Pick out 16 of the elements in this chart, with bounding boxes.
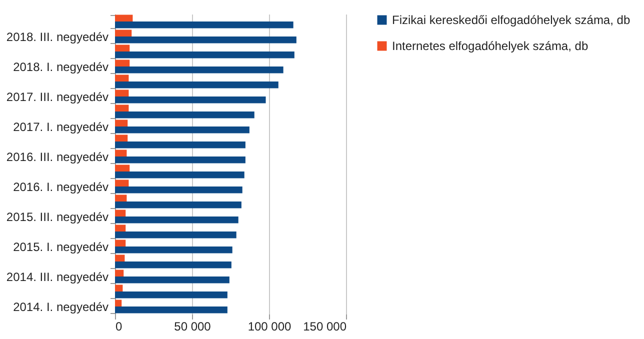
x-tick-label: 50 000 bbox=[174, 320, 212, 334]
y-tick-label: 2015. I. negyedév bbox=[13, 240, 108, 254]
y-tick-label: 2018. I. negyedév bbox=[13, 60, 108, 74]
y-tick-label: 2016. I. negyedév bbox=[13, 180, 108, 194]
y-tick-label: 2016. III. negyedév bbox=[6, 150, 108, 164]
y-tick-label: 2018. III. negyedév bbox=[6, 30, 108, 44]
y-tick-label: 2015. III. negyedév bbox=[6, 210, 108, 224]
y-tick-label: 2017. III. negyedév bbox=[6, 90, 108, 104]
y-tick-label: 2017. I. negyedév bbox=[13, 120, 108, 134]
y-tick-label: 2014. I. negyedév bbox=[13, 300, 108, 314]
legend-label: Internetes elfogadóhelyek száma, db bbox=[392, 39, 588, 53]
y-tick-label: 2014. III. negyedév bbox=[6, 270, 108, 284]
x-tick-label: 100 000 bbox=[248, 320, 292, 334]
x-tick-label: 150 000 bbox=[303, 320, 347, 334]
legend-label: Fizikai kereskedői elfogadóhelyek száma, db bbox=[392, 13, 630, 27]
x-tick-label: 0 bbox=[116, 320, 122, 334]
